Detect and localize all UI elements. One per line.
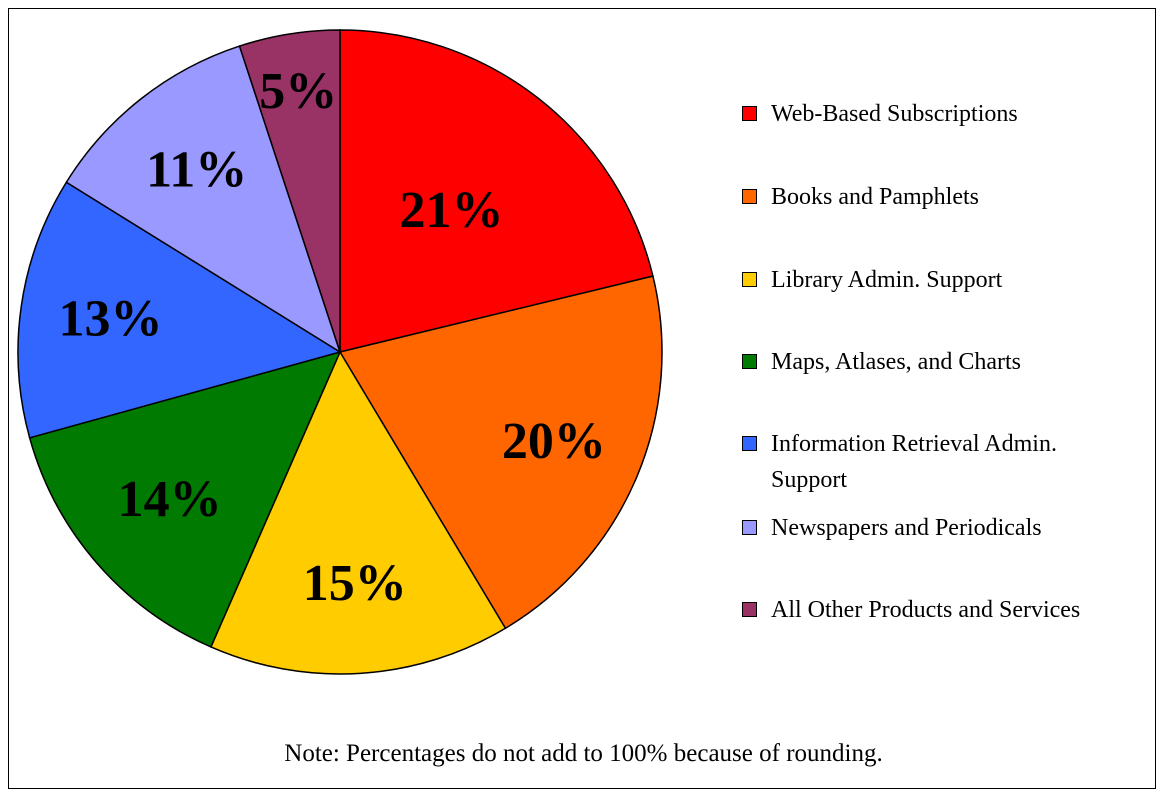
legend-swatch-2 (742, 189, 757, 204)
pie-labels: 21% 20% 15% 14% 13% 11%5% (59, 63, 606, 612)
legend-label-7: All Other Products and Services (771, 597, 1081, 623)
legend-swatch-7 (742, 602, 757, 617)
pie-slice-7 (238, 29, 341, 353)
legend-label-5: Information Retrieval Admin. Support (771, 431, 1057, 493)
pie-slice-2 (338, 275, 663, 630)
legend-swatch-4 (742, 354, 757, 369)
legend-label-4: Maps, Atlases, and Charts (771, 349, 1021, 375)
pie-slice-4 (28, 350, 342, 648)
pie-slice-label-6: 11% (146, 141, 247, 198)
chart-note: Note: Percentages do not add to 100% bec… (284, 740, 883, 767)
legend-label-1: Web-Based Subscriptions (771, 101, 1018, 127)
legend-swatch-3 (742, 272, 757, 287)
pie-slice-label-4: 14% (118, 471, 222, 528)
legend-label-3: Library Admin. Support (771, 267, 1003, 293)
pie-slice-label-2: 20% (502, 413, 606, 470)
pie-slice-label-7: 5% (259, 63, 337, 120)
legend-swatch-1 (742, 106, 757, 121)
legend-label-6: Newspapers and Periodicals (771, 515, 1042, 541)
pie-slice-label-3: 15% (303, 555, 407, 612)
pie-slice-6 (65, 45, 342, 354)
pie-slice-label-1: 21% (399, 182, 503, 239)
pie-slice-5 (17, 181, 342, 439)
pie-slices (17, 29, 663, 675)
legend-swatch-5 (742, 436, 757, 451)
pie-slice-1 (339, 29, 654, 353)
legend-label-2: Books and Pamphlets (771, 184, 979, 210)
legend-swatch-6 (742, 520, 757, 535)
pie-slice-label-5: 13% (59, 291, 163, 348)
pie-slice-3 (209, 350, 507, 675)
